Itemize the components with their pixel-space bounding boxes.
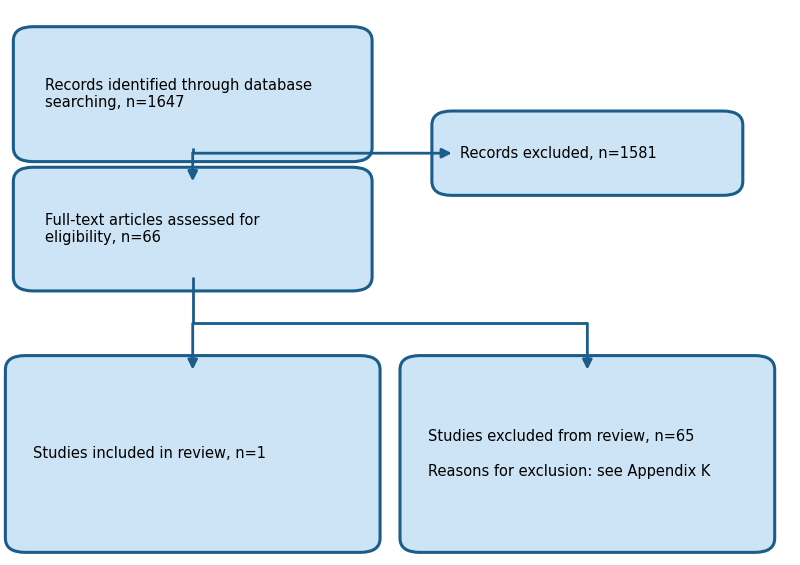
Text: Studies excluded from review, n=65

Reasons for exclusion: see Appendix K: Studies excluded from review, n=65 Reaso…: [428, 429, 710, 479]
FancyBboxPatch shape: [14, 27, 372, 162]
Text: Records identified through database
searching, n=1647: Records identified through database sear…: [46, 78, 312, 110]
Text: Full-text articles assessed for
eligibility, n=66: Full-text articles assessed for eligibil…: [46, 213, 260, 245]
FancyBboxPatch shape: [6, 355, 380, 553]
FancyBboxPatch shape: [400, 355, 774, 553]
FancyBboxPatch shape: [432, 111, 743, 195]
Text: Studies included in review, n=1: Studies included in review, n=1: [34, 446, 266, 462]
Text: Records excluded, n=1581: Records excluded, n=1581: [460, 146, 657, 160]
FancyBboxPatch shape: [14, 167, 372, 291]
